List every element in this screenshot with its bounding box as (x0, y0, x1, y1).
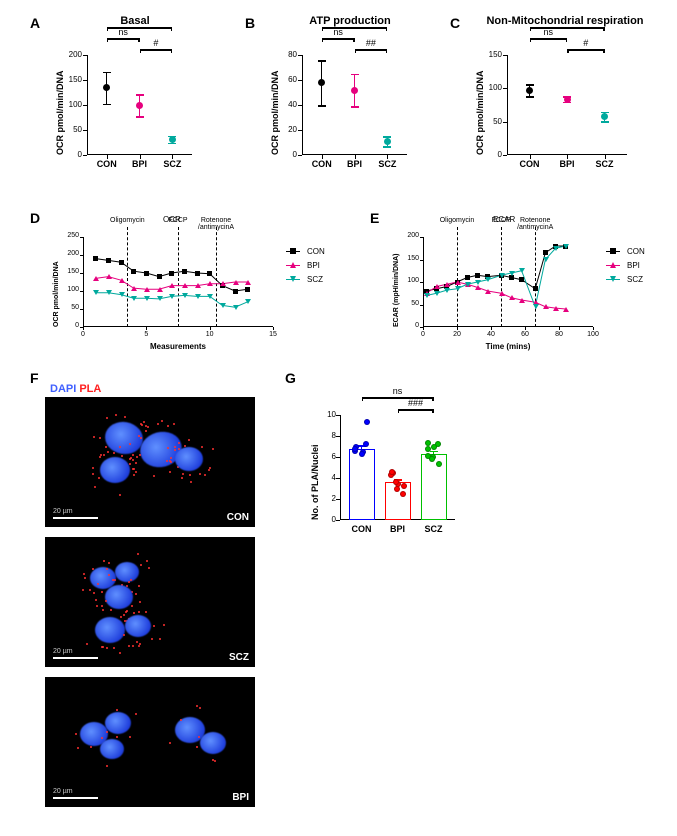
panel-label-b: B (245, 15, 255, 31)
micrograph-scz: 20 µmSCZ (45, 537, 255, 667)
chart-title: Basal (45, 15, 225, 27)
panel-e: ECARECAR (mpH/min/DNA)050100150200020406… (385, 215, 665, 355)
panel-b: ATP productionOCR pmol/min/DNA020406080C… (260, 15, 440, 185)
panel-d: OCROCR pmol/min/DNA050100150200250051015… (45, 215, 345, 355)
pla-legend: PLA (79, 383, 101, 395)
chart-title: ATP production (260, 15, 440, 27)
panel-label-f: F (30, 370, 39, 386)
figure-root: A B C D E F G BasalOCR pmol/min/DNA05010… (10, 10, 667, 826)
dapi-legend: DAPI (50, 383, 76, 395)
panel-label-c: C (450, 15, 460, 31)
panel-c: Non-Mitochondrial respirationOCR pmol/mi… (465, 15, 665, 185)
chart-title: Non-Mitochondrial respiration (465, 15, 665, 27)
panel-a: BasalOCR pmol/min/DNA050100150200CONBPIS… (45, 15, 225, 185)
panel-label-e: E (370, 210, 379, 226)
panel-label-a: A (30, 15, 40, 31)
micrograph-bpi: 20 µmBPI (45, 677, 255, 807)
panel-g: No. of PLA/Nuclei0246810CONBPISCZns### (300, 380, 480, 550)
panel-label-d: D (30, 210, 40, 226)
panel-label-g: G (285, 370, 296, 386)
micrograph-con: 20 µmCON (45, 397, 255, 527)
